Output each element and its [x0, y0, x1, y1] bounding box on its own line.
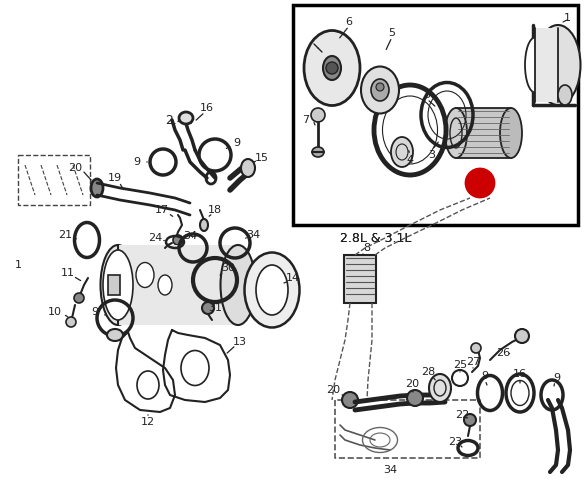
Text: 2.8L & 3.1L: 2.8L & 3.1L [340, 231, 412, 244]
Ellipse shape [312, 147, 324, 157]
Ellipse shape [256, 265, 288, 315]
Text: 2.4L: 2.4L [165, 113, 192, 127]
Text: 9: 9 [234, 138, 241, 148]
Ellipse shape [91, 179, 103, 197]
Text: 15: 15 [255, 153, 269, 163]
Text: 9: 9 [554, 373, 561, 383]
Ellipse shape [245, 252, 300, 327]
Ellipse shape [445, 108, 467, 158]
Circle shape [311, 108, 325, 122]
Text: 12: 12 [141, 417, 155, 427]
Ellipse shape [371, 79, 389, 101]
Ellipse shape [137, 371, 159, 399]
Circle shape [466, 169, 494, 197]
Text: 20: 20 [405, 379, 419, 389]
Text: 8: 8 [363, 243, 371, 253]
Circle shape [66, 317, 76, 327]
Text: 16: 16 [513, 369, 527, 379]
Bar [456, 108, 511, 158]
Ellipse shape [181, 350, 209, 385]
Ellipse shape [100, 245, 135, 325]
Text: 11: 11 [61, 268, 75, 278]
Text: 9: 9 [133, 157, 141, 167]
Text: 24: 24 [148, 233, 162, 243]
Text: 10: 10 [48, 307, 62, 317]
Circle shape [326, 62, 338, 74]
Circle shape [342, 392, 358, 408]
Text: 20: 20 [326, 385, 340, 395]
Ellipse shape [241, 159, 255, 177]
Ellipse shape [200, 219, 208, 231]
Text: 23: 23 [448, 437, 462, 447]
Bar [293, 5, 578, 225]
Ellipse shape [304, 31, 360, 106]
Ellipse shape [391, 137, 413, 167]
Text: 1: 1 [564, 13, 571, 23]
Ellipse shape [558, 85, 572, 105]
Ellipse shape [136, 263, 154, 288]
Text: 25: 25 [453, 360, 467, 370]
Text: 3: 3 [429, 150, 436, 160]
Text: 34: 34 [183, 231, 197, 241]
Circle shape [407, 390, 423, 406]
Text: 31: 31 [208, 303, 222, 313]
Ellipse shape [221, 245, 256, 325]
Ellipse shape [429, 374, 451, 402]
Ellipse shape [361, 67, 399, 113]
Text: 18: 18 [208, 205, 222, 215]
Text: 9: 9 [481, 371, 489, 381]
Ellipse shape [158, 275, 172, 295]
Text: 30: 30 [221, 263, 235, 273]
Text: 28: 28 [421, 367, 435, 377]
Text: 27: 27 [466, 357, 480, 367]
Circle shape [376, 83, 384, 91]
Bar [118, 245, 238, 325]
Text: 14: 14 [286, 273, 300, 283]
Ellipse shape [323, 56, 341, 80]
Text: 16: 16 [200, 103, 214, 113]
Text: 5: 5 [388, 28, 395, 38]
Text: 21: 21 [58, 230, 72, 240]
Text: 26: 26 [496, 348, 510, 358]
Ellipse shape [525, 37, 545, 93]
Text: 20: 20 [68, 163, 82, 173]
Bar [108, 275, 120, 295]
Ellipse shape [536, 25, 580, 105]
Circle shape [173, 235, 183, 245]
Circle shape [464, 414, 476, 426]
Text: 19: 19 [108, 173, 122, 183]
Ellipse shape [179, 112, 193, 124]
Text: 2.8L & 3.1L: 2.8L & 3.1L [340, 231, 412, 244]
Circle shape [202, 302, 214, 314]
Ellipse shape [107, 329, 123, 341]
Circle shape [74, 293, 84, 303]
Text: 4: 4 [406, 155, 413, 165]
Ellipse shape [103, 250, 133, 320]
Text: 7: 7 [303, 115, 310, 125]
Text: 2: 2 [475, 177, 484, 190]
Text: 34: 34 [383, 465, 397, 475]
Text: 17: 17 [155, 205, 169, 215]
Ellipse shape [500, 108, 522, 158]
Circle shape [515, 329, 529, 343]
Text: 34: 34 [246, 230, 260, 240]
Text: 9: 9 [92, 307, 99, 317]
Bar [535, 28, 558, 102]
Text: 3: 3 [423, 90, 430, 100]
Text: 1: 1 [15, 260, 22, 270]
Text: 6: 6 [346, 17, 353, 27]
Text: 22: 22 [455, 410, 469, 420]
Bar [344, 255, 376, 303]
Text: 13: 13 [233, 337, 247, 347]
Circle shape [471, 343, 481, 353]
